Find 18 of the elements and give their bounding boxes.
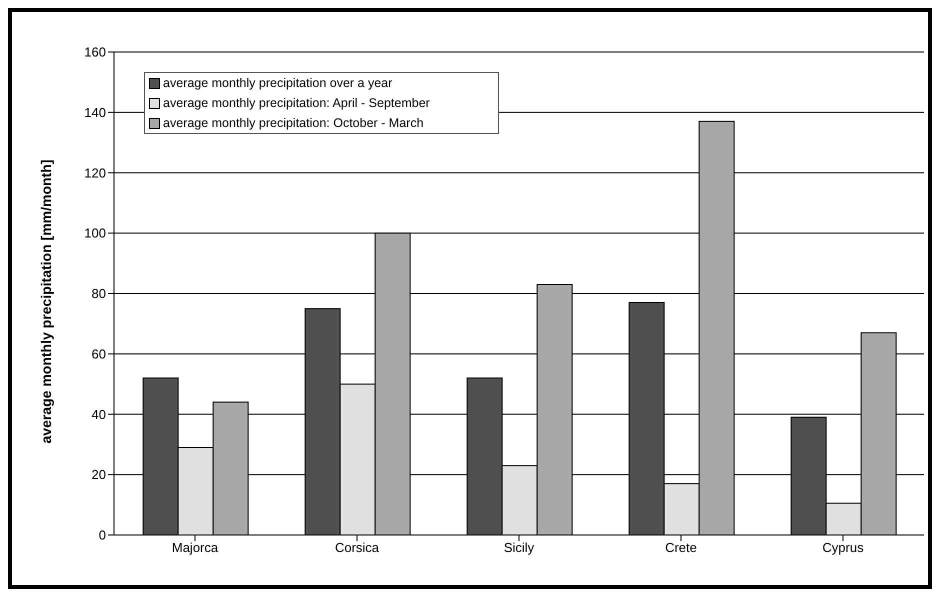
- x-tick-label: Corsica: [334, 540, 380, 556]
- y-tick-label: 80: [92, 286, 106, 302]
- y-tick-label: 100: [84, 226, 106, 241]
- y-tick-label: 0: [98, 528, 106, 543]
- y-tick-label: 60: [92, 346, 106, 362]
- x-tick-label: Crete: [665, 540, 697, 556]
- y-tick-label: 40: [92, 406, 106, 422]
- legend-label: average monthly precipitation over a year: [163, 76, 392, 90]
- x-tick-label: Majorca: [172, 540, 219, 556]
- y-axis-title: average monthly precipitation [mm/month]: [38, 160, 54, 444]
- y-tick-label: 120: [84, 165, 106, 180]
- legend-label: average monthly precipitation: April - September: [163, 96, 430, 110]
- x-tick-label: Cyprus: [822, 540, 864, 556]
- y-tick-label: 20: [92, 467, 106, 482]
- y-tick-label: 140: [84, 104, 106, 120]
- y-tick-label: 160: [84, 44, 106, 60]
- x-tick-label: Sicily: [504, 540, 535, 556]
- legend-label: average monthly precipitation: October - March: [163, 116, 424, 130]
